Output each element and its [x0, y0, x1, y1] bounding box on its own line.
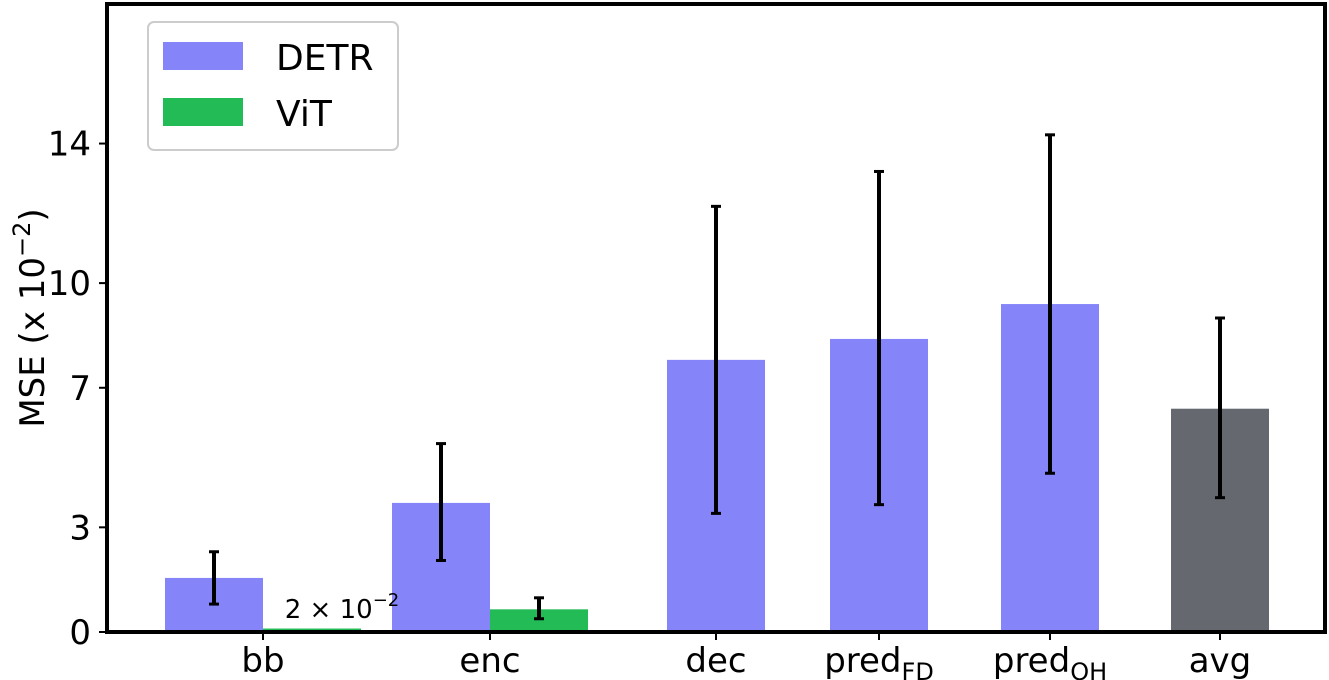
- x-tick-label-base: avg: [1189, 641, 1252, 680]
- error-bar-detr-6: [1045, 133, 1055, 475]
- error-bar-avg-7: [1215, 316, 1225, 500]
- error-bar-detr-4: [711, 204, 721, 515]
- legend: DETR ViT: [147, 21, 399, 151]
- y-axis-title-exponent: −2: [8, 222, 36, 257]
- error-bar-vit-3: [534, 596, 544, 621]
- x-tick-label: predFD: [824, 641, 934, 680]
- x-tick-label-base: dec: [685, 641, 746, 680]
- x-tick-label-subscript: OH: [1070, 658, 1107, 680]
- annotation-base: 2 × 10: [285, 595, 373, 625]
- legend-label-vit: ViT: [276, 94, 333, 135]
- x-tick-label: enc: [459, 641, 520, 680]
- y-tick-label: 14: [48, 125, 91, 165]
- legend-label-detr: DETR: [276, 38, 373, 79]
- legend-swatch-vit: [163, 98, 243, 126]
- y-axis: 0 3 7 10 14: [48, 125, 107, 653]
- y-tick-label: 7: [69, 369, 91, 409]
- x-tick-label-base: pred: [824, 641, 901, 680]
- x-tick-label-base: pred: [993, 641, 1070, 680]
- x-tick-label-base: enc: [459, 641, 520, 680]
- y-tick-label: 3: [69, 508, 91, 548]
- y-axis-title-main: MSE (x 10: [13, 257, 53, 428]
- x-tick-label: predOH: [993, 641, 1107, 680]
- x-tick-label-subscript: FD: [902, 658, 934, 680]
- bar-vit-3: [490, 609, 588, 632]
- annotations-layer: 2 × 10−2: [285, 590, 400, 625]
- error-bar-detr-0: [209, 550, 219, 606]
- y-tick-label: 10: [48, 264, 91, 304]
- bar-value-annotation: 2 × 10−2: [285, 590, 400, 625]
- error-bar-detr-5: [874, 169, 884, 507]
- annotation-exponent: −2: [373, 590, 400, 611]
- y-axis-title-close: ): [13, 208, 53, 221]
- error-bars-layer: [209, 133, 1225, 621]
- x-tick-label-base: bb: [241, 641, 284, 680]
- x-axis: bb enc dec predFD predOH avg: [241, 632, 1251, 680]
- y-tick-label: 0: [69, 613, 91, 653]
- y-axis-title: MSE (x 10−2): [8, 208, 53, 427]
- legend-swatch-detr: [163, 42, 243, 70]
- x-tick-label: bb: [241, 641, 284, 680]
- error-bar-detr-2: [436, 442, 446, 562]
- x-tick-label: dec: [685, 641, 746, 680]
- x-tick-label: avg: [1189, 641, 1252, 680]
